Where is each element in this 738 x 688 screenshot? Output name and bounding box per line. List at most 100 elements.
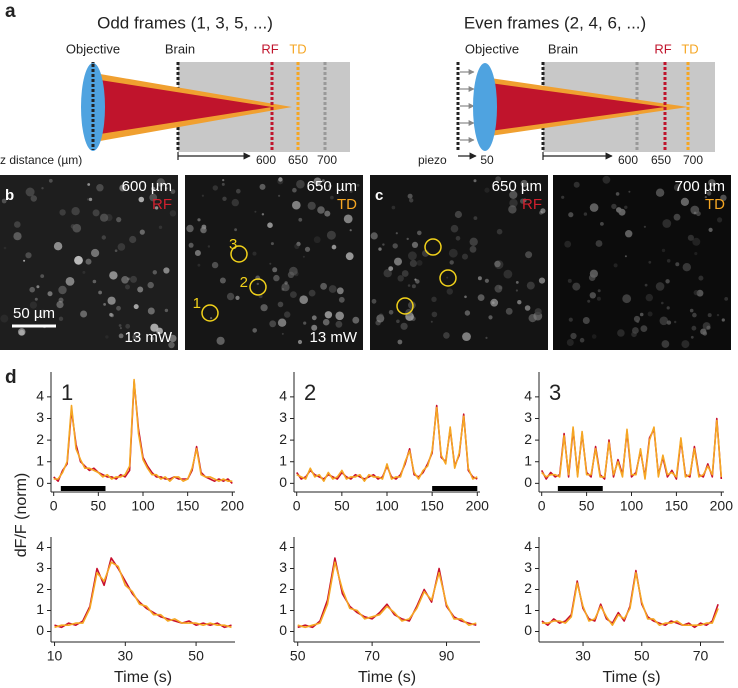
speckle xyxy=(696,211,701,217)
speckle xyxy=(212,185,218,191)
y-tick-label: 0 xyxy=(279,474,287,490)
speckle xyxy=(494,260,501,268)
panel-a: a Odd frames (1, 3, 5, ...) Objective Br… xyxy=(0,1,715,167)
speckle xyxy=(477,276,482,281)
y-tick-label: 2 xyxy=(279,431,287,447)
x-tick-label: 150 xyxy=(176,498,200,514)
speckle xyxy=(674,320,677,324)
roi-label: 2 xyxy=(240,274,248,291)
speckle xyxy=(352,316,360,324)
speckle xyxy=(508,205,517,214)
speckle xyxy=(98,290,102,295)
speckle xyxy=(186,224,194,233)
speckle xyxy=(256,282,259,286)
speckle xyxy=(125,323,131,329)
speckle xyxy=(130,275,137,283)
speckle xyxy=(328,285,337,293)
x-tick-label: 30 xyxy=(118,648,134,664)
speckle xyxy=(494,260,504,270)
time-window-bar xyxy=(432,486,478,491)
speckle xyxy=(129,235,137,244)
speckle xyxy=(13,232,22,241)
y-tick-label: 2 xyxy=(36,431,44,447)
chart-title: 1 xyxy=(61,380,73,405)
speckle xyxy=(87,183,91,186)
speckle xyxy=(694,252,698,256)
speckle xyxy=(628,190,631,193)
x-tick-label: 200 xyxy=(221,498,245,514)
speckle xyxy=(47,291,53,297)
speckle xyxy=(400,322,408,330)
trace xyxy=(54,561,232,629)
speckle xyxy=(561,195,565,199)
roi-label: 1 xyxy=(193,295,201,312)
speckle xyxy=(388,266,394,271)
speckle xyxy=(154,206,159,210)
speckle xyxy=(30,195,37,202)
speckle xyxy=(407,193,413,199)
time-window-bar xyxy=(557,486,603,491)
speckle xyxy=(462,332,471,341)
speckle xyxy=(147,307,155,315)
speckle xyxy=(149,336,154,341)
speckle xyxy=(320,282,327,290)
x-axis-label: Time (s) xyxy=(358,669,416,686)
speckle xyxy=(707,313,712,318)
rf-label: RF xyxy=(654,41,671,56)
speckle xyxy=(659,316,669,326)
speckle xyxy=(92,279,97,284)
speckle xyxy=(647,311,653,317)
speckle xyxy=(639,312,644,317)
speckle xyxy=(85,258,92,265)
speckle xyxy=(324,210,331,217)
x-tick-label: 100 xyxy=(131,498,155,514)
speckle xyxy=(643,225,647,228)
speckle xyxy=(307,201,316,210)
speckle xyxy=(338,296,345,303)
speckle xyxy=(293,271,299,277)
speckle xyxy=(617,329,625,337)
speckle xyxy=(219,277,226,284)
speckle xyxy=(687,234,695,241)
speckle xyxy=(169,334,177,343)
speckle xyxy=(201,224,207,230)
speckle xyxy=(446,288,453,295)
speckle xyxy=(469,237,478,246)
speckle xyxy=(330,195,334,200)
speckle xyxy=(292,187,297,193)
speckle xyxy=(496,228,503,235)
speckle xyxy=(406,237,409,241)
speckle xyxy=(335,320,343,328)
speckle xyxy=(648,260,652,264)
x-tick-label: 30 xyxy=(575,648,591,664)
speckle xyxy=(331,244,337,250)
speckle xyxy=(231,198,239,207)
speckle xyxy=(409,198,414,203)
speckle xyxy=(622,294,632,304)
speckle xyxy=(222,196,227,201)
speckle xyxy=(644,283,648,287)
speckle xyxy=(116,217,122,223)
speckle xyxy=(693,290,699,296)
objective-label: Objective xyxy=(465,41,519,56)
speckle xyxy=(303,321,307,325)
x-tick-label: 50 xyxy=(91,498,107,514)
y-tick-label: 1 xyxy=(279,601,287,617)
speckle xyxy=(498,285,503,290)
y-tick-label: 2 xyxy=(279,580,287,596)
speckle xyxy=(259,183,266,190)
speckle xyxy=(572,282,581,291)
y-tick-label: 1 xyxy=(524,452,532,468)
speckle xyxy=(277,301,284,308)
speckle xyxy=(58,316,64,321)
speckle xyxy=(278,177,283,182)
speckle xyxy=(345,252,354,261)
channel-label: RF xyxy=(152,196,172,213)
speckle xyxy=(520,179,528,188)
x-tick-label: 0 xyxy=(50,498,58,514)
y-axis-label: dF/F (norm) xyxy=(13,473,30,557)
diagram-title: Odd frames (1, 3, 5, ...) xyxy=(97,13,273,32)
speckle xyxy=(349,189,353,193)
